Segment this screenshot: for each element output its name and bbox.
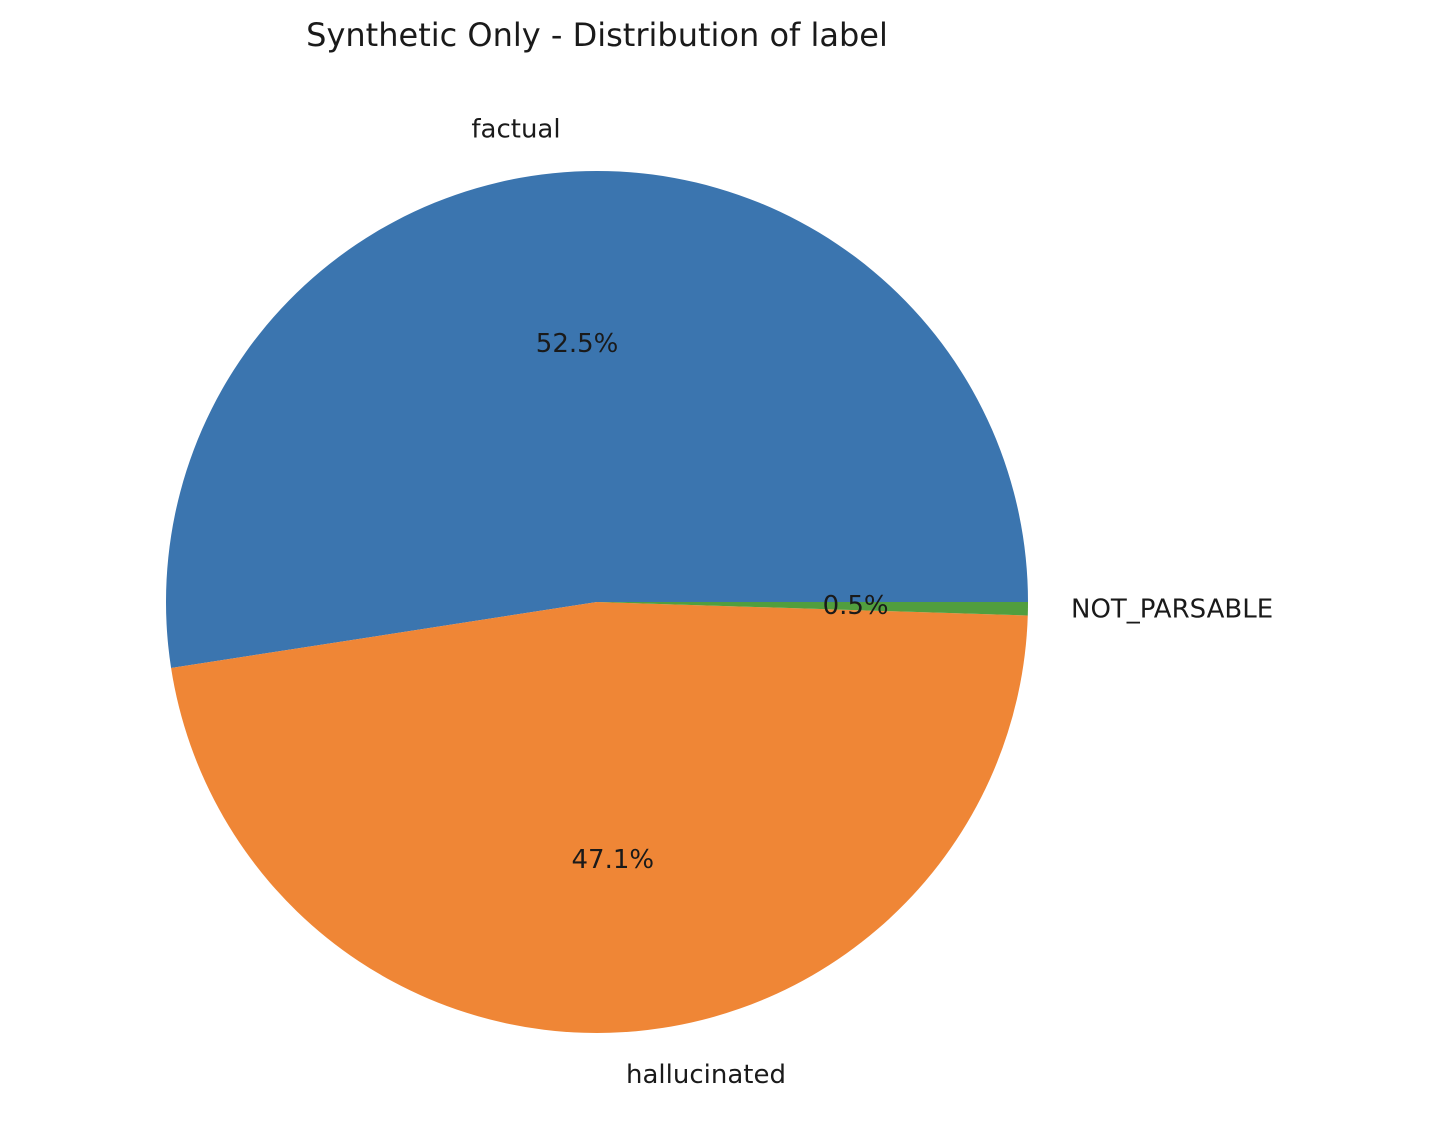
pie-slice-hallucinated — [171, 602, 1028, 1033]
pie-slices — [165, 170, 1028, 1033]
slice-label-not-parsable: NOT_PARSABLE — [1071, 594, 1273, 624]
slice-percent-hallucinated: 47.1% — [571, 845, 654, 875]
slice-percent-factual: 52.5% — [536, 329, 619, 359]
pie-labels: factual 52.5% hallucinated 47.1% NOT_PARSABL… — [471, 114, 1273, 1090]
slice-label-factual: factual — [471, 114, 560, 144]
chart-title: Synthetic Only - Distribution of label — [306, 16, 888, 54]
pie-slice-not-parsable — [597, 602, 1028, 616]
slice-percent-not-parsable: 0.5% — [823, 591, 889, 621]
pie-slice-factual — [165, 170, 1028, 669]
slice-label-hallucinated: hallucinated — [626, 1060, 786, 1090]
